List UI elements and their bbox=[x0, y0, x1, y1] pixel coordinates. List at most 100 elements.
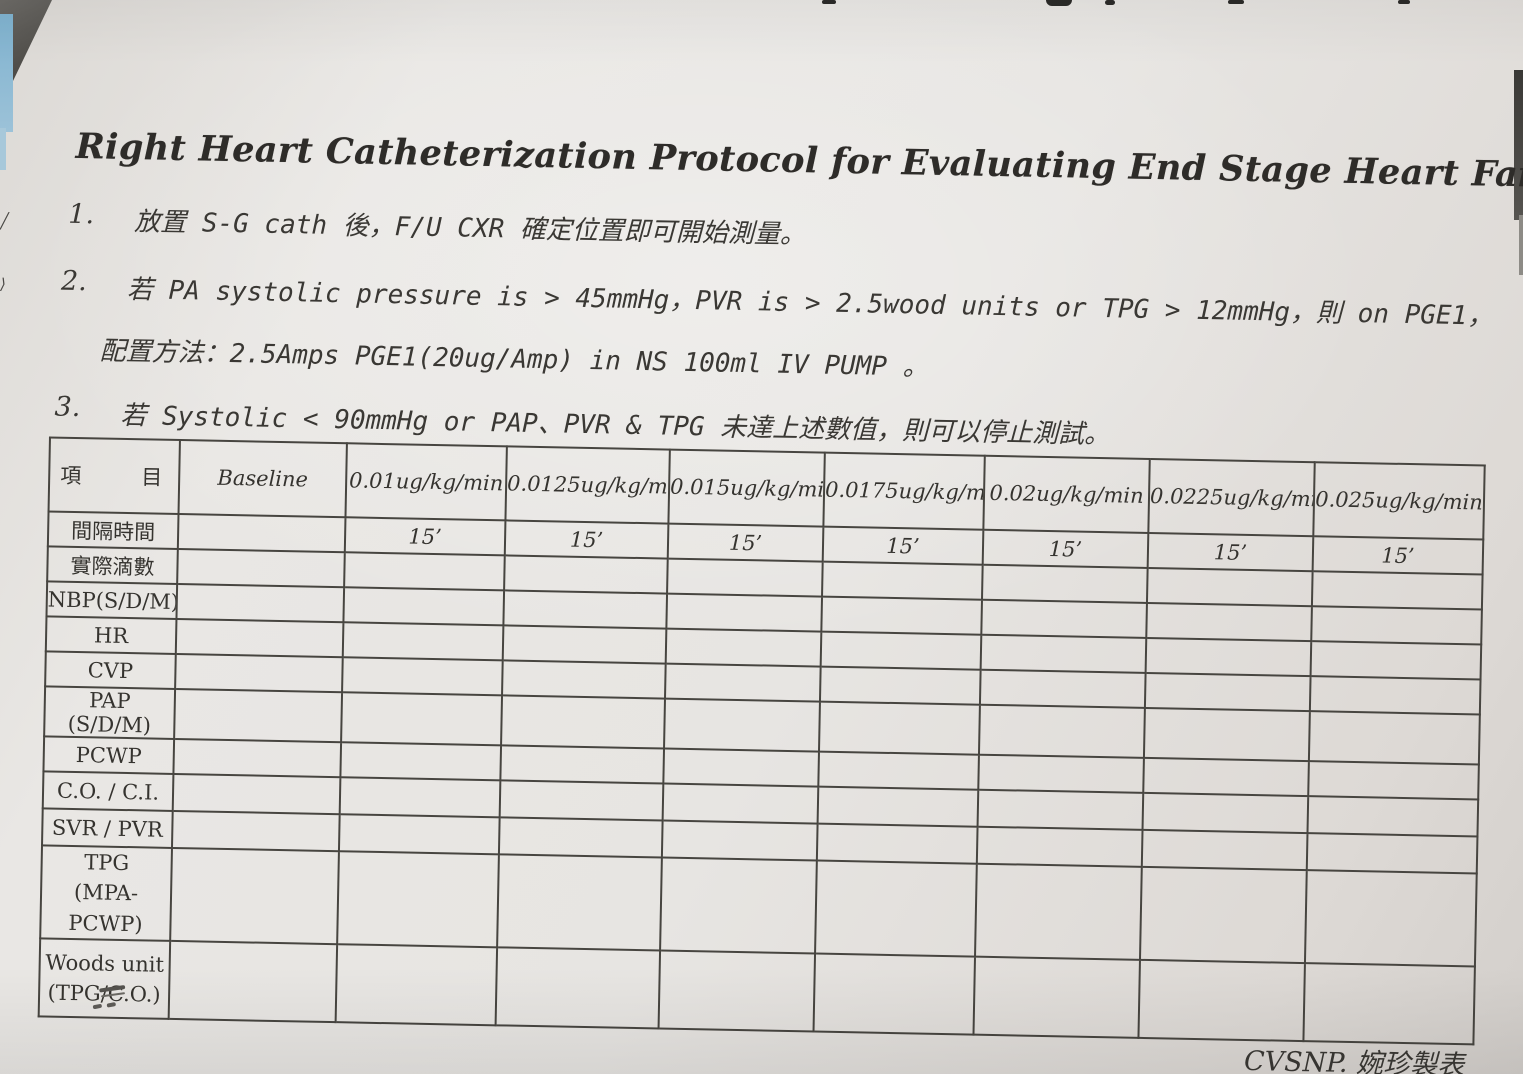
table-cell bbox=[1144, 672, 1311, 712]
interval-cell: 15’ bbox=[344, 517, 506, 556]
table-cell bbox=[342, 622, 504, 661]
row-label: 實際滴數 bbox=[47, 546, 178, 584]
table-cell bbox=[980, 634, 1147, 673]
table-cell bbox=[341, 692, 503, 746]
interval-cell: 15’ bbox=[504, 520, 669, 559]
table-cell bbox=[503, 590, 668, 629]
table-cell bbox=[175, 653, 343, 693]
row-label-line-1: TPG bbox=[83, 850, 130, 876]
table-cell bbox=[818, 701, 980, 755]
page-above-fragment bbox=[1105, 0, 1115, 5]
table-cell bbox=[504, 555, 668, 594]
table-cell bbox=[339, 777, 501, 818]
column-header-dose-3: 0.015ug/kg/min bbox=[668, 449, 825, 527]
interval-cell: 15’ bbox=[1147, 532, 1314, 572]
table-cell bbox=[667, 558, 823, 597]
table-cell bbox=[344, 552, 505, 591]
table-cell bbox=[661, 820, 818, 861]
table-cell bbox=[1141, 829, 1308, 871]
table-cell bbox=[1146, 567, 1313, 607]
table-cell bbox=[1311, 571, 1483, 610]
page-above-fragment bbox=[1046, 0, 1072, 6]
table-cell bbox=[1307, 796, 1479, 837]
interval-cell: 15’ bbox=[982, 529, 1149, 568]
table-cell bbox=[338, 814, 500, 855]
table-cell bbox=[978, 704, 1145, 758]
table-cell bbox=[976, 826, 1143, 867]
row-label: 間隔時間 bbox=[47, 511, 179, 549]
item-1-number: 1. bbox=[68, 198, 95, 231]
item-2-text-line-1: 若 PA systolic pressure is > 45mmHg，PVR i… bbox=[126, 274, 1494, 332]
table-cell bbox=[981, 564, 1148, 603]
page-title: Right Heart Catheterization Protocol for… bbox=[75, 125, 1523, 197]
table-cell bbox=[1309, 676, 1481, 715]
table-cell bbox=[168, 941, 338, 1023]
footer-credit: CVSNP. 婉珍製表 bbox=[1243, 1045, 1465, 1074]
table-cell bbox=[1306, 833, 1478, 874]
page-above-fragment bbox=[822, 0, 836, 4]
page-above-fragment bbox=[1228, 0, 1244, 4]
table-cell bbox=[340, 742, 502, 781]
table-cell bbox=[820, 631, 982, 670]
table-cell bbox=[821, 596, 982, 635]
column-header-dose-5: 0.02ug/kg/min bbox=[983, 455, 1150, 533]
interval-cell: 15’ bbox=[1312, 536, 1484, 575]
item-3-number: 3. bbox=[54, 391, 81, 424]
table-cell bbox=[664, 698, 820, 752]
table-cell bbox=[176, 583, 345, 623]
table-cell bbox=[658, 950, 816, 1032]
interval-cell: 15’ bbox=[667, 523, 824, 562]
table-cell bbox=[822, 561, 983, 600]
table-cell bbox=[498, 817, 663, 858]
protocol-table: 項 目 Baseline 0.01ug/kg/min 0.0125ug/kg/m… bbox=[38, 436, 1486, 1045]
table-cell bbox=[337, 851, 499, 948]
table-cell bbox=[177, 513, 346, 553]
table-cell bbox=[1303, 963, 1475, 1045]
column-header-dose-4: 0.0175ug/kg/min bbox=[823, 452, 985, 530]
table-cell bbox=[665, 628, 822, 667]
row-label: TPG (MPA-PCWP) bbox=[40, 845, 172, 942]
column-header-dose-1: 0.01ug/kg/min bbox=[345, 443, 507, 521]
row-label: NBP(S/D/M) bbox=[46, 581, 178, 619]
column-header-dose-7: 0.025ug/kg/min bbox=[1313, 462, 1485, 540]
table-cell bbox=[177, 548, 345, 588]
background-blue-object bbox=[0, 14, 13, 132]
table-cell bbox=[1308, 761, 1479, 800]
table-cell bbox=[973, 956, 1140, 1039]
table-cell bbox=[170, 847, 339, 945]
table-cell bbox=[660, 857, 817, 954]
table-cell bbox=[975, 863, 1142, 961]
column-header-item: 項 目 bbox=[48, 437, 180, 514]
row-label-line-2: (MPA-PCWP) bbox=[68, 880, 143, 937]
table-cell bbox=[171, 810, 340, 852]
table-cell bbox=[977, 789, 1144, 830]
table-cell bbox=[497, 854, 662, 951]
background-right-edge bbox=[1514, 70, 1523, 220]
table-cell bbox=[502, 625, 667, 664]
column-header-dose-2: 0.0125ug/kg/min bbox=[505, 446, 670, 524]
table-cell bbox=[1311, 606, 1482, 645]
row-label: CVP bbox=[45, 651, 176, 689]
table-cell bbox=[172, 773, 341, 815]
table-cell bbox=[342, 657, 503, 696]
item-1-text: 放置 S-G cath 後，F/U CXR 確定位置即可開始測量。 bbox=[133, 207, 807, 251]
row-label-line-1: Woods unit bbox=[45, 950, 165, 977]
table-cell bbox=[501, 695, 665, 749]
table-cell bbox=[1143, 757, 1309, 797]
row-label: C.O. / C.I. bbox=[42, 771, 174, 811]
table-cell bbox=[1142, 792, 1309, 834]
table-cell bbox=[495, 947, 661, 1029]
table-cell bbox=[1145, 637, 1312, 677]
left-margin-mark: ╱ bbox=[0, 212, 10, 230]
table-cell bbox=[1304, 870, 1477, 967]
row-label: PCWP bbox=[43, 736, 175, 774]
row-label: HR bbox=[45, 616, 177, 654]
table-cell bbox=[1146, 602, 1312, 642]
table-cell bbox=[174, 688, 343, 743]
table-cell bbox=[502, 660, 666, 699]
row-label-line-2: (TPG/C.O.) bbox=[47, 980, 161, 1008]
table-cell bbox=[978, 754, 1144, 793]
table-cell bbox=[335, 944, 498, 1026]
